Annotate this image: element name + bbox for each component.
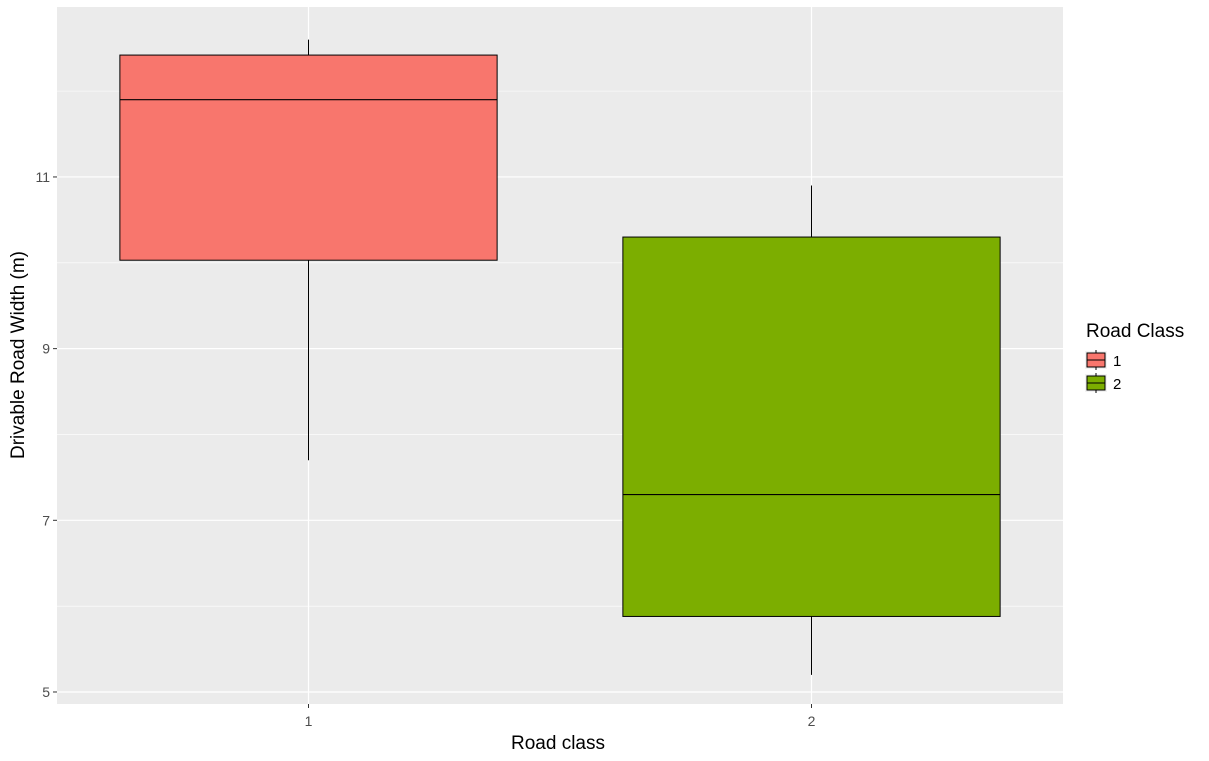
y-tick-label: 7: [42, 512, 50, 528]
y-tick-label: 11: [35, 169, 50, 185]
boxes: [119, 39, 1001, 675]
box-iqr: [119, 54, 498, 261]
x-tick-label: 1: [305, 713, 313, 729]
x-axis-title: Road class: [511, 733, 605, 754]
legend-item-2: 2: [1085, 373, 1121, 393]
legend-item-1: 1: [1085, 350, 1121, 370]
legend-label: 2: [1113, 376, 1121, 393]
legend: Road Class 12: [1085, 321, 1184, 393]
legend-title: Road Class: [1086, 321, 1184, 342]
box-iqr: [622, 236, 1001, 617]
y-tick-label: 9: [42, 341, 50, 357]
x-tick-label: 2: [808, 713, 816, 729]
box-category-1: [119, 39, 498, 461]
y-axis: 5 7 9 11: [35, 169, 57, 700]
y-axis-title: Drivable Road Width (m): [8, 251, 29, 459]
legend-items: 12: [1085, 350, 1121, 393]
legend-label: 1: [1113, 353, 1121, 370]
box-category-2: [622, 185, 1001, 675]
y-tick-label: 5: [42, 684, 50, 700]
